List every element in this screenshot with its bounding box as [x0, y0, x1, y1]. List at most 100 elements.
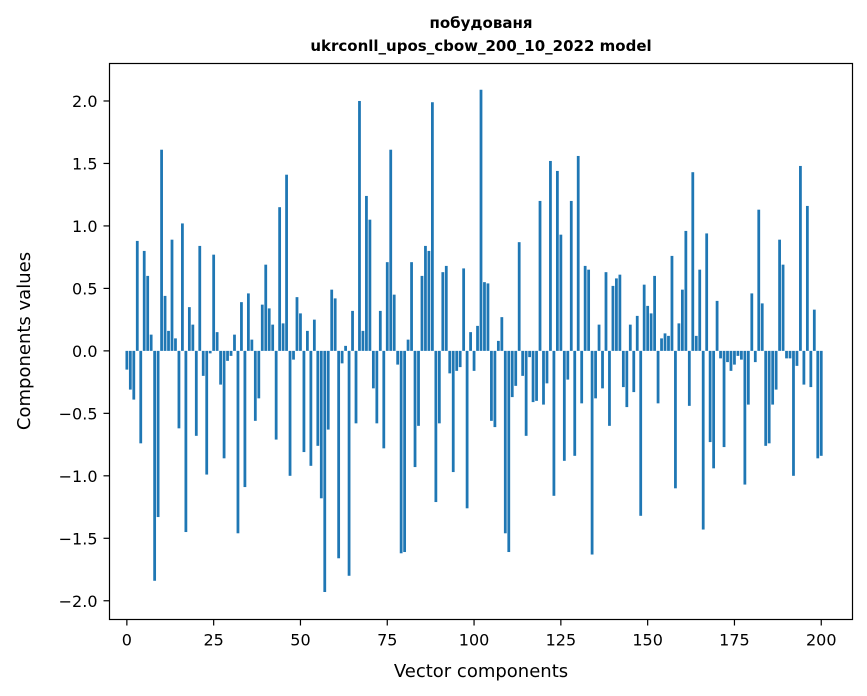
bar-component-80 — [403, 350, 407, 553]
bar-component-197 — [809, 350, 813, 388]
bar-component-40 — [264, 264, 268, 351]
bar-component-77 — [392, 294, 396, 351]
bar-component-181 — [753, 350, 757, 363]
bar-component-42 — [271, 324, 275, 351]
bar-component-199 — [816, 350, 820, 459]
bar-component-98 — [465, 350, 469, 509]
bar-component-103 — [483, 282, 486, 351]
bar-component-176 — [736, 350, 740, 356]
y-tick-label: −1.0 — [59, 467, 98, 486]
bar-component-70 — [368, 219, 372, 351]
bar-component-76 — [389, 149, 393, 351]
bar-component-97 — [462, 268, 466, 351]
y-tick-label: 0.0 — [72, 342, 97, 361]
bar-component-147 — [635, 315, 639, 351]
bar-component-155 — [663, 333, 667, 351]
bar-component-133 — [587, 269, 591, 351]
bar-component-64 — [347, 350, 351, 576]
bar-component-11 — [163, 295, 167, 351]
bar-component-21 — [198, 245, 202, 351]
bar-component-86 — [424, 245, 427, 351]
bar-component-58 — [326, 350, 330, 430]
bar-component-27 — [219, 350, 222, 385]
bar-component-132 — [583, 265, 587, 351]
bar-component-5 — [142, 250, 146, 351]
bar-component-90 — [437, 350, 441, 424]
bar-component-17 — [184, 350, 188, 533]
bar-component-106 — [493, 350, 497, 428]
bar-component-66 — [354, 350, 358, 424]
bar-component-195 — [802, 350, 806, 385]
bar-component-54 — [312, 319, 316, 351]
bar-component-6 — [146, 275, 150, 351]
bar-component-174 — [729, 350, 733, 371]
bar-component-48 — [292, 350, 295, 360]
bar-component-55 — [316, 350, 320, 446]
bar-component-85 — [420, 275, 424, 351]
bar-component-110 — [507, 350, 511, 553]
bar-component-200 — [819, 350, 823, 456]
bar-component-105 — [490, 350, 493, 421]
bar-component-148 — [639, 350, 643, 516]
bar-component-112 — [514, 350, 518, 386]
bar-component-123 — [552, 350, 556, 496]
bar-component-162 — [687, 350, 691, 406]
bar-component-128 — [569, 200, 573, 351]
bar-component-138 — [604, 272, 608, 351]
bar-component-91 — [441, 272, 445, 351]
bar-component-67 — [358, 100, 361, 351]
bar-component-73 — [378, 310, 382, 351]
bar-component-129 — [573, 350, 577, 456]
bar-component-137 — [601, 350, 604, 389]
bar-component-44 — [278, 207, 282, 351]
bar-component-65 — [351, 310, 354, 351]
bar-component-94 — [451, 350, 455, 473]
bar-component-71 — [371, 350, 375, 389]
bar-component-122 — [549, 160, 552, 351]
bar-component-134 — [590, 350, 594, 555]
bar-component-22 — [201, 350, 205, 376]
bar-component-15 — [177, 350, 181, 429]
bar-component-184 — [764, 350, 768, 446]
bar-component-36 — [250, 339, 254, 351]
y-axis-ticks: 2.0 1.5 1.0 0.5 0.0 −0.5 −1.0 −1.5 −2.0 — [59, 92, 110, 611]
bar-component-16 — [181, 223, 184, 351]
bar-component-120 — [542, 350, 545, 405]
bar-series — [125, 89, 823, 593]
x-tick-label: 175 — [719, 631, 750, 650]
chart-title-line1: побудованя — [430, 14, 533, 32]
bar-component-193 — [795, 350, 799, 366]
bar-component-119 — [538, 200, 542, 351]
bar-component-95 — [455, 350, 459, 371]
bar-component-114 — [521, 350, 525, 376]
bar-component-12 — [167, 330, 170, 351]
bar-component-37 — [253, 350, 257, 421]
bar-component-31 — [233, 334, 236, 351]
x-tick-label: 25 — [203, 631, 223, 650]
bar-component-13 — [170, 239, 174, 351]
bar-component-170 — [715, 300, 719, 351]
bar-component-142 — [618, 274, 622, 351]
bar-component-107 — [496, 340, 500, 351]
bar-component-196 — [805, 205, 809, 351]
bar-component-151 — [649, 313, 653, 351]
y-axis-label: Components values — [14, 252, 35, 430]
bar-component-175 — [733, 350, 736, 365]
x-tick-label: 125 — [546, 631, 577, 650]
bar-component-68 — [361, 330, 365, 351]
x-tick-label: 200 — [806, 631, 837, 650]
bar-component-166 — [701, 350, 705, 530]
bar-component-10 — [160, 149, 163, 351]
bar-component-177 — [740, 350, 743, 360]
bar-component-183 — [760, 303, 764, 351]
bar-component-49 — [295, 297, 299, 351]
bar-component-109 — [503, 350, 507, 534]
bar-component-149 — [642, 284, 646, 351]
bar-component-118 — [535, 350, 538, 401]
bar-component-141 — [615, 278, 618, 351]
bar-component-160 — [680, 289, 684, 351]
bar-component-121 — [545, 350, 549, 384]
bar-component-3 — [135, 240, 139, 351]
y-tick-label: 1.0 — [72, 217, 97, 236]
